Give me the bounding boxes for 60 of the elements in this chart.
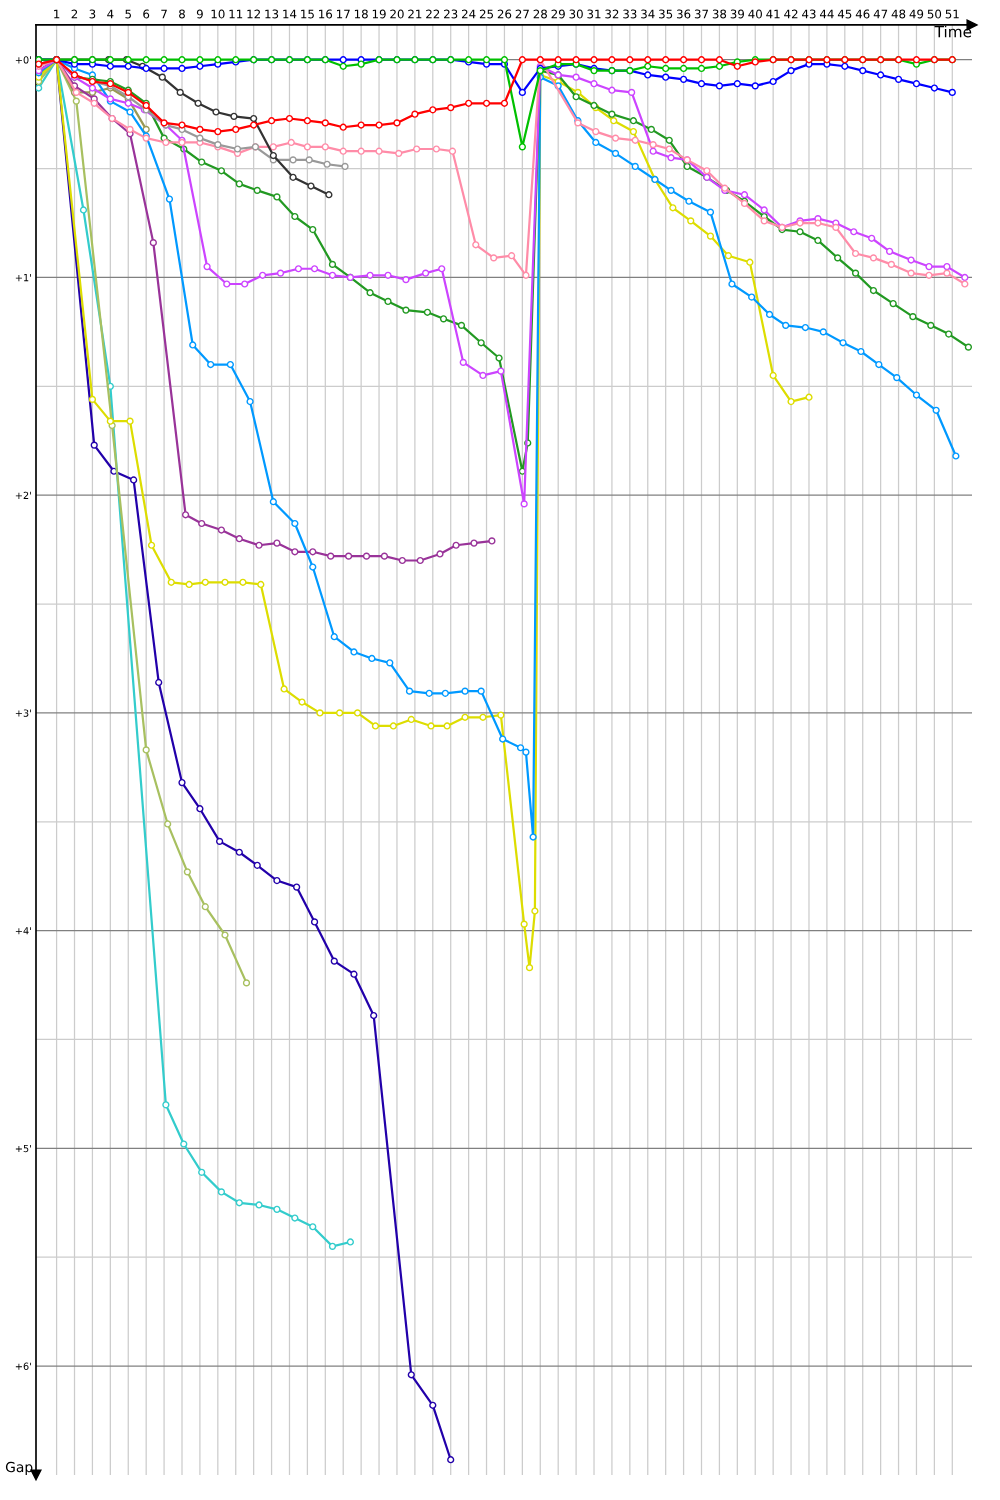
x-tick-label: 10: [211, 9, 225, 19]
y-tick-label: +4': [15, 927, 31, 935]
x-tick-label: 40: [748, 9, 762, 19]
y-tick-label: +2': [15, 491, 31, 499]
x-tick-label: 36: [676, 9, 691, 19]
x-tick-label: 6: [143, 9, 150, 19]
x-tick-label: 51: [945, 9, 959, 19]
y-axis-title: Gap: [5, 1461, 33, 1475]
x-tick-label: 33: [623, 9, 637, 19]
x-tick-label: 46: [855, 9, 870, 19]
x-tick-label: 27: [515, 9, 529, 19]
x-tick-label: 22: [426, 9, 440, 19]
x-tick-label: 38: [712, 9, 727, 19]
x-tick-label: 7: [161, 9, 167, 19]
x-tick-label: 42: [784, 9, 798, 19]
x-tick-label: 30: [569, 9, 583, 19]
y-tick-label: +3': [15, 709, 31, 717]
x-tick-label: 49: [909, 9, 924, 19]
x-tick-label: 37: [694, 9, 708, 19]
x-tick-label: 45: [837, 9, 852, 19]
y-tick-label: +6': [15, 1362, 31, 1370]
x-tick-label: 1: [54, 9, 60, 19]
x-tick-label: 25: [479, 9, 494, 19]
x-tick-label: 48: [891, 9, 906, 19]
x-tick-label: 2: [71, 9, 78, 19]
x-tick-label: 12: [247, 9, 260, 19]
x-tick-label: 24: [461, 9, 476, 19]
x-tick-label: 50: [927, 9, 942, 19]
x-tick-label: 8: [179, 9, 185, 19]
x-tick-label: 20: [390, 9, 404, 19]
x-tick-label: 32: [605, 9, 619, 19]
x-axis-title: Time: [934, 25, 972, 38]
x-tick-label: 11: [229, 9, 243, 19]
x-tick-label: 43: [802, 9, 816, 19]
x-tick-label: 23: [444, 9, 458, 19]
y-tick-label: +5': [15, 1144, 31, 1153]
x-tick-label: 21: [408, 9, 422, 19]
x-tick-label: 47: [873, 9, 888, 19]
x-tick-label: 35: [659, 9, 673, 19]
x-tick-label: 15: [301, 9, 314, 19]
y-tick-label: +1': [15, 274, 31, 282]
x-tick-label: 9: [196, 9, 203, 19]
x-tick-label: 34: [641, 9, 655, 19]
x-tick-label: 17: [337, 9, 350, 19]
x-tick-label: 14: [283, 9, 297, 19]
x-tick-label: 29: [551, 9, 565, 19]
x-tick-label: 31: [587, 9, 601, 19]
x-tick-label: 16: [319, 9, 333, 19]
y-tick-label: +0': [15, 56, 31, 64]
x-tick-label: 3: [89, 9, 96, 19]
x-tick-label: 44: [819, 9, 834, 19]
x-tick-label: 28: [533, 9, 547, 19]
x-tick-label: 39: [730, 9, 745, 19]
x-tick-label: 5: [125, 9, 131, 19]
x-tick-label: 4: [107, 9, 114, 19]
x-tick-label: 13: [265, 9, 279, 19]
x-tick-label: 41: [766, 9, 780, 19]
x-tick-label: 26: [497, 9, 512, 19]
x-tick-label: 18: [354, 9, 368, 19]
x-tick-label: 19: [372, 9, 386, 19]
